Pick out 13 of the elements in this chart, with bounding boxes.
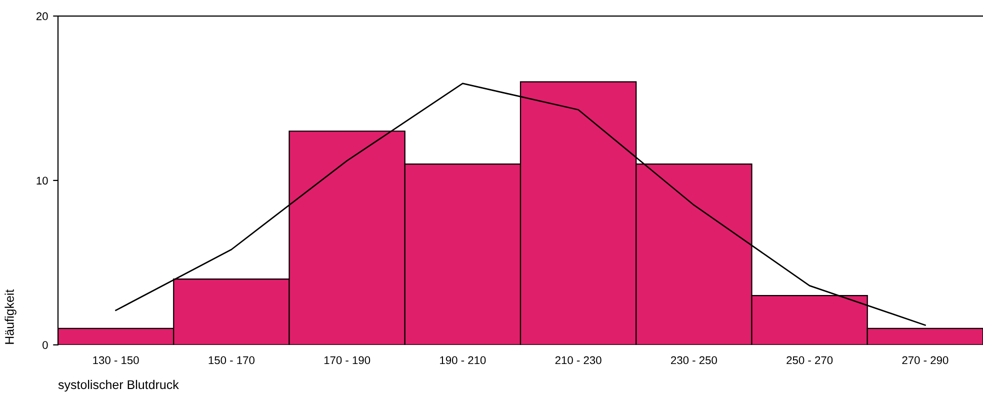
x-tick-label: 150 - 170 <box>208 356 254 364</box>
x-axis-title: systolischer Blutdruck <box>58 380 179 392</box>
y-tick-label: 20 <box>36 12 48 20</box>
x-tick-label: 130 - 150 <box>93 356 139 364</box>
y-tick-label: 10 <box>36 176 48 185</box>
y-axis-title: Häufigkeit <box>4 289 16 344</box>
y-tick-label: 0 <box>42 341 48 349</box>
x-tick-label: 210 - 230 <box>555 356 602 364</box>
x-tick-label: 170 - 190 <box>324 356 370 364</box>
x-tick-label: 250 - 270 <box>786 356 833 364</box>
x-tick-label: 230 - 250 <box>671 356 717 364</box>
x-tick-label: 270 - 290 <box>902 356 948 364</box>
x-tick-label: 190 - 210 <box>440 356 486 364</box>
